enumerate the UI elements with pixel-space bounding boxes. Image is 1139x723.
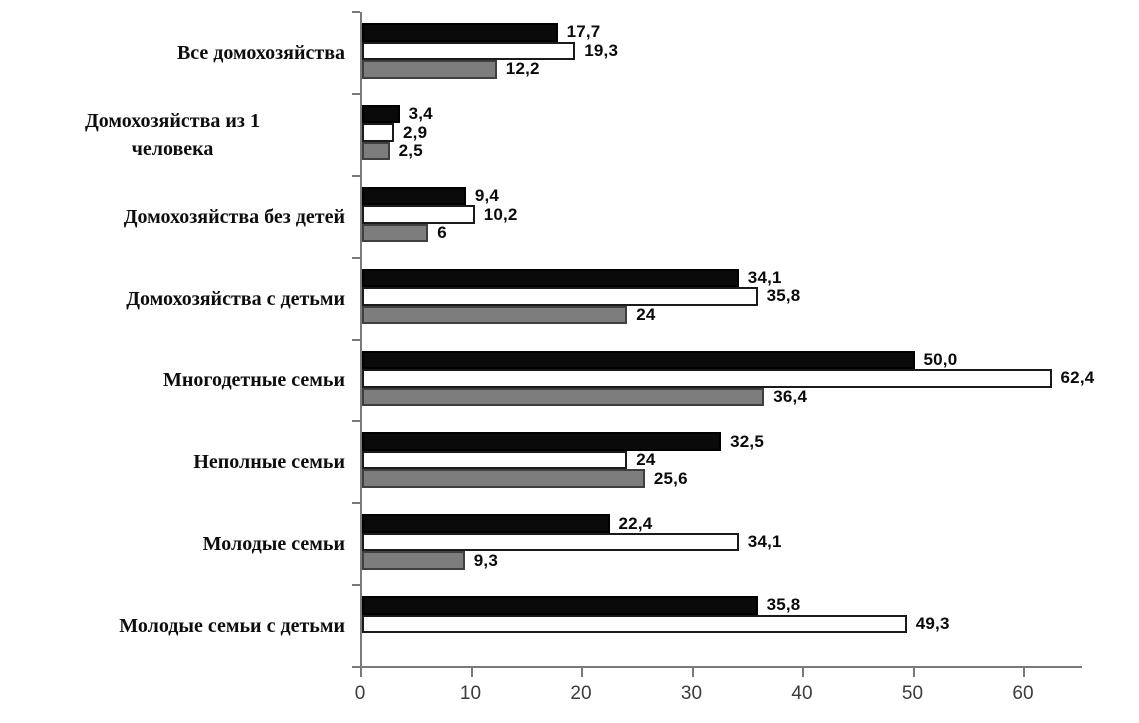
category-label: Домохозяйства без детей <box>123 205 345 228</box>
value-label: 9,4 <box>474 186 500 205</box>
bar <box>362 614 907 634</box>
bar <box>362 551 465 570</box>
bar <box>362 514 610 533</box>
value-label: 2,9 <box>403 122 428 142</box>
y-axis-tick <box>352 11 360 13</box>
category-label: Многодетные семьи <box>163 369 345 392</box>
bar <box>362 223 429 243</box>
y-axis-tick <box>352 174 360 177</box>
bar <box>362 287 758 306</box>
bar <box>362 268 739 288</box>
bar <box>362 369 1052 388</box>
y-axis-tick <box>352 92 360 95</box>
x-tick-label: 0 <box>354 683 366 704</box>
bar <box>362 387 765 406</box>
category-label: Молодые семьи <box>202 533 345 556</box>
bar <box>362 186 466 206</box>
bar <box>362 123 395 142</box>
bar <box>362 532 739 552</box>
value-label: 35,8 <box>766 286 801 306</box>
value-label: 24 <box>636 304 656 324</box>
x-axis-line <box>354 666 1083 668</box>
x-axis-tick <box>802 668 804 677</box>
bar <box>362 432 722 451</box>
y-axis-line <box>360 12 362 667</box>
x-tick-label: 20 <box>570 683 592 704</box>
bar <box>362 205 475 224</box>
bar <box>362 60 497 79</box>
value-label: 10,2 <box>483 204 518 224</box>
value-label: 2,5 <box>398 141 423 161</box>
value-label: 12,2 <box>505 59 540 79</box>
x-axis-tick <box>1023 668 1025 677</box>
value-label: 6 <box>437 223 447 242</box>
value-label: 49,3 <box>915 613 950 633</box>
value-label: 22,4 <box>618 513 653 533</box>
bar <box>362 596 758 615</box>
y-axis-tick <box>352 256 360 259</box>
category-label: Домохозяйства из 1 человека <box>85 109 260 160</box>
x-tick-label: 50 <box>901 683 924 704</box>
bar <box>362 104 400 124</box>
x-axis-tick <box>360 668 362 677</box>
value-label: 50,0 <box>923 349 958 369</box>
bar <box>362 41 576 60</box>
x-axis-tick <box>691 668 694 677</box>
bar <box>362 23 558 42</box>
x-tick-label: 30 <box>680 683 703 704</box>
bar <box>362 305 628 325</box>
y-axis-tick <box>352 502 360 505</box>
x-tick-label: 10 <box>459 683 482 704</box>
value-label: 24 <box>636 450 656 470</box>
value-label: 9,3 <box>473 550 498 570</box>
value-label: 36,4 <box>773 386 808 406</box>
y-axis-tick <box>352 338 360 341</box>
value-label: 32,5 <box>730 431 765 451</box>
x-tick-label: 60 <box>1012 683 1034 704</box>
category-label: Неполные семьи <box>193 451 345 474</box>
category-label: Все домохозяйства <box>176 41 345 64</box>
category-label: Молодые семьи с детьми <box>119 615 345 638</box>
value-label: 17,7 <box>566 22 601 42</box>
y-axis-tick <box>352 584 360 587</box>
value-label: 34,1 <box>747 267 782 287</box>
x-axis-tick <box>912 668 915 677</box>
x-axis-tick <box>581 668 583 677</box>
bar <box>362 350 915 369</box>
x-tick-label: 40 <box>791 683 813 704</box>
category-label: Домохозяйства с детьми <box>126 287 345 310</box>
x-axis-tick <box>470 668 473 677</box>
value-label: 62,4 <box>1060 368 1095 388</box>
value-label: 35,8 <box>766 595 801 615</box>
value-label: 25,6 <box>653 468 688 488</box>
bar <box>362 450 628 470</box>
bar <box>362 141 390 161</box>
value-label: 34,1 <box>747 532 782 551</box>
y-axis-tick <box>352 420 360 423</box>
value-label: 19,3 <box>584 40 619 60</box>
value-label: 3,4 <box>408 104 433 124</box>
bar <box>362 469 645 488</box>
